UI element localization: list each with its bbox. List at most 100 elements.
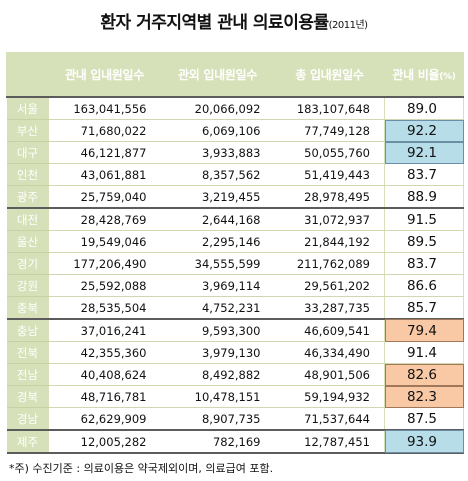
region-cell: 부산 — [6, 119, 49, 142]
in-days-cell: 19,549,046 — [48, 230, 161, 253]
in-days-cell: 37,016,241 — [48, 318, 161, 342]
in-days-cell: 71,680,022 — [48, 119, 161, 142]
total-days-cell: 31,072,937 — [274, 207, 385, 231]
table-row: 경기 177,206,490 34,555,599 211,762,089 83.7 — [6, 252, 464, 275]
out-days-cell: 3,933,883 — [160, 141, 275, 164]
out-days-cell: 3,979,130 — [160, 341, 275, 364]
total-days-cell: 183,107,648 — [274, 96, 385, 120]
table-row: 강원 25,592,088 3,969,114 29,561,202 86.6 — [6, 274, 464, 297]
total-days-cell: 71,537,644 — [274, 407, 385, 431]
in-days-cell: 40,408,624 — [48, 363, 161, 386]
region-cell: 강원 — [6, 274, 49, 297]
in-days-cell: 12,005,282 — [48, 429, 161, 454]
out-days-cell: 6,069,106 — [160, 119, 275, 142]
in-days-cell: 28,535,504 — [48, 296, 161, 320]
in-ratio-cell: 93.9 — [384, 429, 464, 454]
total-days-cell: 46,334,490 — [274, 341, 385, 364]
in-ratio-cell: 91.5 — [384, 207, 464, 231]
region-cell: 충북 — [6, 296, 49, 320]
in-days-cell: 177,206,490 — [48, 252, 161, 275]
out-days-cell: 3,219,455 — [160, 185, 275, 209]
in-ratio-cell: 92.1 — [384, 141, 464, 164]
total-days-cell: 21,844,192 — [274, 230, 385, 253]
in-ratio-cell: 83.7 — [384, 252, 464, 275]
out-days-cell: 4,752,231 — [160, 296, 275, 320]
in-days-cell: 25,759,040 — [48, 185, 161, 209]
table-row: 광주 25,759,040 3,219,455 28,978,495 88.9 — [6, 185, 464, 209]
in-ratio-cell: 91.4 — [384, 341, 464, 364]
title-year: (2011년) — [328, 20, 368, 31]
header-in-ratio-label: 관내 비율 — [392, 68, 440, 82]
in-ratio-cell: 92.2 — [384, 119, 464, 142]
total-days-cell: 33,287,735 — [274, 296, 385, 320]
in-ratio-cell: 82.6 — [384, 363, 464, 386]
table-row: 제주 12,005,282 782,169 12,787,451 93.9 — [6, 429, 464, 454]
in-days-cell: 43,061,881 — [48, 163, 161, 186]
table-row: 대구 46,121,877 3,933,883 50,055,760 92.1 — [6, 141, 464, 164]
total-days-cell: 59,194,932 — [274, 385, 385, 408]
out-days-cell: 34,555,599 — [160, 252, 275, 275]
table-header-row: 관내 입내원일수 관외 입내원일수 총 입내원일수 관내 비율(%) — [6, 52, 464, 98]
table-body: 서울 163,041,556 20,066,092 183,107,648 89.0 부산… — [6, 96, 464, 454]
region-cell: 서울 — [6, 96, 49, 120]
in-days-cell: 163,041,556 — [48, 96, 161, 120]
in-ratio-cell: 89.5 — [384, 230, 464, 253]
header-in-ratio-unit: (%) — [439, 72, 456, 82]
total-days-cell: 51,419,443 — [274, 163, 385, 186]
total-days-cell: 48,901,506 — [274, 363, 385, 386]
total-days-cell: 46,609,541 — [274, 318, 385, 342]
footnote: *주) 수진기준 : 의료이용은 약국제외이며, 의료급여 포함. — [9, 462, 274, 475]
table-row: 충북 28,535,504 4,752,231 33,287,735 85.7 — [6, 296, 464, 320]
out-days-cell: 20,066,092 — [160, 96, 275, 120]
page-title: 환자 거주지역별 관내 의료이용률(2011년) — [0, 8, 468, 33]
table-row: 울산 19,549,046 2,295,146 21,844,192 89.5 — [6, 230, 464, 253]
out-days-cell: 10,478,151 — [160, 385, 275, 408]
table-row: 전북 42,355,360 3,979,130 46,334,490 91.4 — [6, 341, 464, 364]
out-days-cell: 2,644,168 — [160, 207, 275, 231]
total-days-cell: 12,787,451 — [274, 429, 385, 454]
table-row: 인천 43,061,881 8,357,562 51,419,443 83.7 — [6, 163, 464, 186]
region-cell: 경기 — [6, 252, 49, 275]
region-cell: 경북 — [6, 385, 49, 408]
in-ratio-cell: 88.9 — [384, 185, 464, 209]
table-row: 전남 40,408,624 8,492,882 48,901,506 82.6 — [6, 363, 464, 386]
total-days-cell: 77,749,128 — [274, 119, 385, 142]
out-days-cell: 3,969,114 — [160, 274, 275, 297]
in-days-cell: 62,629,909 — [48, 407, 161, 431]
table-row: 서울 163,041,556 20,066,092 183,107,648 89.0 — [6, 96, 464, 120]
out-days-cell: 8,492,882 — [160, 363, 275, 386]
total-days-cell: 50,055,760 — [274, 141, 385, 164]
region-cell: 경남 — [6, 407, 49, 431]
title-main: 환자 거주지역별 관내 의료이용률 — [100, 13, 329, 33]
total-days-cell: 211,762,089 — [274, 252, 385, 275]
total-days-cell: 29,561,202 — [274, 274, 385, 297]
header-corner-cell — [6, 52, 49, 98]
medical-usage-table: 관내 입내원일수 관외 입내원일수 총 입내원일수 관내 비율(%) 서울 163… — [6, 52, 464, 454]
table-row: 경북 48,716,781 10,478,151 59,194,932 82.3 — [6, 385, 464, 408]
in-days-cell: 28,428,769 — [48, 207, 161, 231]
header-out-days: 관외 입내원일수 — [160, 52, 275, 98]
in-ratio-cell: 86.6 — [384, 274, 464, 297]
out-days-cell: 782,169 — [160, 429, 275, 454]
in-days-cell: 25,592,088 — [48, 274, 161, 297]
table-row: 충남 37,016,241 9,593,300 46,609,541 79.4 — [6, 318, 464, 342]
region-cell: 대구 — [6, 141, 49, 164]
header-total-days: 총 입내원일수 — [274, 52, 385, 98]
region-cell: 광주 — [6, 185, 49, 209]
total-days-cell: 28,978,495 — [274, 185, 385, 209]
in-ratio-cell: 79.4 — [384, 318, 464, 342]
in-ratio-cell: 82.3 — [384, 385, 464, 408]
in-ratio-cell: 89.0 — [384, 96, 464, 120]
in-ratio-cell: 87.5 — [384, 407, 464, 431]
region-cell: 제주 — [6, 429, 49, 454]
region-cell: 전남 — [6, 363, 49, 386]
region-cell: 전북 — [6, 341, 49, 364]
header-in-days: 관내 입내원일수 — [48, 52, 161, 98]
in-ratio-cell: 85.7 — [384, 296, 464, 320]
in-days-cell: 46,121,877 — [48, 141, 161, 164]
out-days-cell: 8,907,735 — [160, 407, 275, 431]
out-days-cell: 8,357,562 — [160, 163, 275, 186]
table-row: 대전 28,428,769 2,644,168 31,072,937 91.5 — [6, 207, 464, 231]
out-days-cell: 9,593,300 — [160, 318, 275, 342]
region-cell: 인천 — [6, 163, 49, 186]
